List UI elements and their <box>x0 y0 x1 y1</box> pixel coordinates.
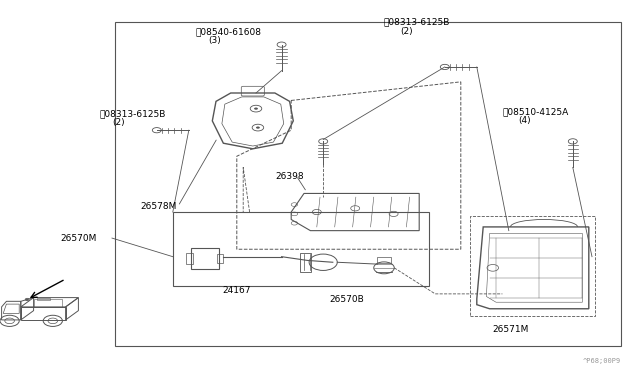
Text: ^P68;00P9: ^P68;00P9 <box>582 358 621 364</box>
Text: 26571M: 26571M <box>493 325 529 334</box>
Text: 26578M: 26578M <box>141 202 177 211</box>
Text: Ⓢ08313-6125B: Ⓢ08313-6125B <box>99 109 166 118</box>
Text: (2): (2) <box>400 27 413 36</box>
Text: 24167: 24167 <box>223 286 251 295</box>
Text: (4): (4) <box>518 116 531 125</box>
Text: 26570M: 26570M <box>61 234 97 243</box>
Text: (3): (3) <box>208 36 221 45</box>
Text: Ⓢ08313-6125B: Ⓢ08313-6125B <box>384 18 451 27</box>
Bar <box>115 22 621 346</box>
Circle shape <box>254 108 258 110</box>
Text: 26398: 26398 <box>275 172 304 181</box>
Text: (2): (2) <box>112 118 125 126</box>
Text: Ⓢ08510-4125A: Ⓢ08510-4125A <box>502 107 569 116</box>
Bar <box>173 212 429 286</box>
Text: Ⓢ08540-61608: Ⓢ08540-61608 <box>195 27 261 36</box>
Text: 26570B: 26570B <box>330 295 364 304</box>
Bar <box>470 216 595 316</box>
Circle shape <box>256 126 260 129</box>
